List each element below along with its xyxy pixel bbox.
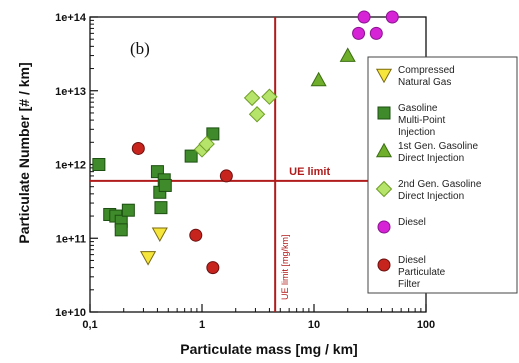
data-point <box>206 127 220 141</box>
y-tick-label: 1e+14 <box>55 12 87 24</box>
y-tick-label: 1e+13 <box>55 86 86 98</box>
data-point <box>154 201 168 215</box>
data-point <box>114 223 128 237</box>
data-point <box>369 26 383 40</box>
plot-area: 0,1 1 10 100 1e+10 1e+11 1e+12 1e+13 1e+14 UE lim… <box>55 10 435 331</box>
x-tick-label: 1 <box>199 319 205 331</box>
data-point <box>198 135 215 153</box>
x-axis-label: Particulate mass [mg / km] <box>180 341 357 357</box>
y-tick-label: 1e+12 <box>55 160 86 172</box>
data-point <box>339 47 356 62</box>
panel-label: (b) <box>130 39 150 58</box>
series-2 <box>310 47 356 87</box>
data-point <box>131 141 145 155</box>
data-point <box>158 178 172 192</box>
horizontal-limit-label: UE limit <box>289 166 330 178</box>
data-point <box>243 89 261 107</box>
legend: Compressed Natural Gas Gasoline Multi-Point… <box>367 56 518 294</box>
x-tick-label: 100 <box>417 319 435 331</box>
legend-marker <box>377 220 391 234</box>
legend-entry-label: 2nd Gen. Gasoline Direct Injection <box>398 179 482 202</box>
legend-entry-label: Diesel <box>398 217 426 228</box>
data-point <box>248 106 266 123</box>
data-point <box>140 251 157 266</box>
legend-entry-label: Diesel Particulate Filter <box>398 255 446 290</box>
data-point <box>219 169 233 183</box>
data-point <box>352 26 366 40</box>
y-tick-label: 1e+11 <box>56 233 86 245</box>
data-point <box>151 227 168 243</box>
data-point <box>92 158 106 171</box>
data-point <box>310 71 327 87</box>
legend-marker <box>377 258 391 272</box>
legend-marker <box>375 180 393 198</box>
data-point <box>357 10 371 24</box>
legend-entry-label: Gasoline Multi-Point Injection <box>398 103 445 138</box>
x-tick-label: 10 <box>308 319 320 331</box>
data-point <box>184 149 198 163</box>
series-0 <box>140 227 168 266</box>
x-tick-label: 0,1 <box>82 319 97 331</box>
vertical-limit-label: UE limit [mg/km] <box>280 234 290 300</box>
data-point <box>261 88 278 105</box>
legend-marker <box>377 106 391 120</box>
series-3 <box>193 88 278 158</box>
data-point <box>121 203 135 217</box>
y-axis-label: Particulate Number [# / km] <box>16 62 32 243</box>
legend-marker <box>375 142 393 158</box>
series-1 <box>92 127 220 237</box>
data-point <box>385 10 399 24</box>
legend-box <box>367 56 518 294</box>
legend-marker <box>375 68 393 84</box>
legend-entry-label: Compressed Natural Gas <box>398 65 455 88</box>
series-4 <box>352 10 399 40</box>
data-point <box>206 261 220 275</box>
y-tick-label: 1e+10 <box>55 307 86 319</box>
data-point <box>189 228 203 242</box>
series-5 <box>131 141 233 275</box>
legend-entry-label: 1st Gen. Gasoline Direct Injection <box>398 141 478 164</box>
